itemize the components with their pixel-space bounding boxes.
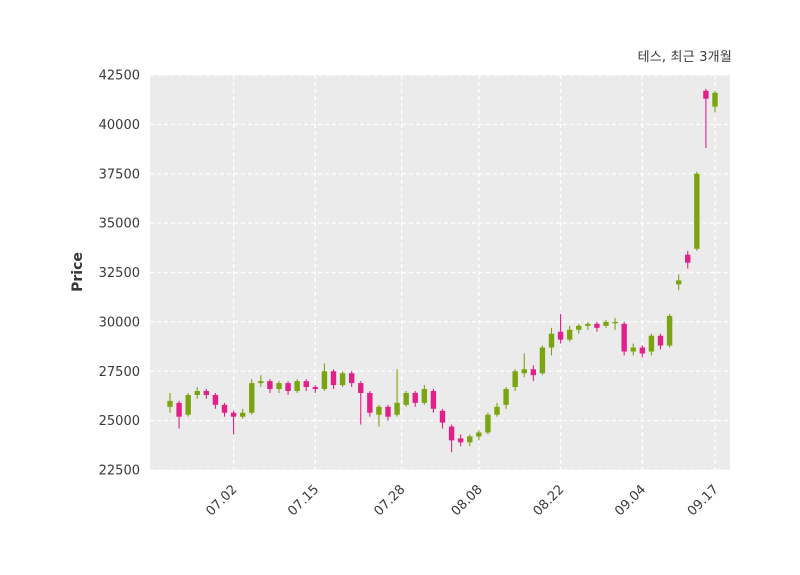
- candle-body: [376, 406, 382, 415]
- candle-body: [348, 373, 355, 384]
- candle-body: [276, 383, 282, 390]
- candle-body: [712, 92, 718, 107]
- candle-body: [594, 323, 600, 328]
- candle-body: [557, 331, 564, 340]
- svg-text:30000: 30000: [99, 315, 140, 330]
- svg-text:08.08: 08.08: [449, 482, 486, 519]
- candle-body: [249, 383, 255, 413]
- candle-body: [648, 335, 655, 352]
- candle-body: [185, 394, 191, 415]
- candle-body: [385, 406, 391, 417]
- candle-body: [639, 347, 646, 354]
- candle-body: [694, 173, 700, 249]
- svg-text:22500: 22500: [99, 464, 140, 479]
- candle-body: [675, 280, 682, 285]
- svg-text:35000: 35000: [99, 217, 140, 232]
- candle-body: [548, 333, 555, 348]
- x-axis-tick-labels: 07.02 07.15 07.28 08.08 08.22 09.04 09.17: [203, 482, 721, 519]
- candle-body: [448, 426, 455, 441]
- candle-body: [603, 321, 609, 326]
- candle-body: [630, 347, 636, 352]
- candle-body: [203, 391, 210, 395]
- svg-text:40000: 40000: [99, 118, 140, 133]
- candle-body: [230, 412, 237, 417]
- candle-body: [476, 432, 482, 437]
- candle-body: [685, 254, 691, 263]
- candle-body: [485, 414, 491, 433]
- candle-body: [285, 383, 291, 391]
- candle-body: [239, 412, 246, 417]
- svg-text:08.22: 08.22: [530, 482, 567, 519]
- svg-text:07.02: 07.02: [203, 482, 240, 519]
- candle-body: [221, 404, 228, 413]
- svg-text:42500: 42500: [99, 69, 140, 84]
- candle-body: [421, 389, 428, 403]
- candle-body: [621, 323, 627, 352]
- candle-body: [321, 371, 328, 390]
- candle-body: [167, 400, 173, 407]
- candle-body: [530, 369, 537, 376]
- candle-body: [503, 389, 509, 405]
- candle-body: [358, 383, 364, 393]
- svg-text:07.15: 07.15: [285, 482, 322, 519]
- y-axis-tick-labels: 22500 25000 27500 30000 32500 35000 37500 40000…: [99, 69, 140, 479]
- candle-body: [258, 381, 264, 384]
- candle-body: [521, 369, 527, 374]
- candle-body: [339, 373, 346, 386]
- candle-body: [612, 321, 618, 324]
- svg-text:09.17: 09.17: [685, 482, 722, 519]
- candle-body: [703, 90, 709, 99]
- candle-body: [457, 438, 464, 443]
- candle-body: [367, 392, 373, 413]
- candle-body: [330, 371, 337, 386]
- candle-body: [294, 381, 300, 391]
- candle-body: [176, 402, 182, 417]
- svg-text:37500: 37500: [99, 167, 140, 182]
- y-axis-label: Price: [70, 252, 86, 292]
- candle-body: [576, 325, 582, 330]
- candle-body: [403, 392, 409, 405]
- svg-text:07.28: 07.28: [372, 482, 409, 519]
- candles: [167, 88, 718, 453]
- candle-body: [439, 410, 446, 423]
- svg-text:32500: 32500: [99, 266, 140, 281]
- candle-body: [494, 406, 500, 415]
- candle-body: [394, 402, 400, 415]
- svg-text:27500: 27500: [99, 365, 140, 380]
- candle-body: [194, 391, 200, 395]
- candle-body: [512, 371, 518, 388]
- grid-lines: [150, 74, 730, 471]
- candle-body: [585, 323, 591, 326]
- candle-body: [303, 381, 309, 388]
- candle-body: [412, 392, 418, 403]
- candle-body: [212, 394, 219, 405]
- svg-text:25000: 25000: [99, 414, 140, 429]
- candle-body: [657, 335, 664, 346]
- candle-body: [430, 391, 437, 409]
- chart-title: 테스, 최근 3개월: [637, 50, 732, 65]
- svg-text:09.04: 09.04: [612, 482, 649, 519]
- candle-body: [666, 315, 673, 346]
- candle-body: [566, 329, 573, 340]
- candle-body: [312, 387, 319, 390]
- candle-body: [539, 347, 546, 374]
- candle-body: [267, 381, 273, 390]
- candle-body: [467, 436, 473, 443]
